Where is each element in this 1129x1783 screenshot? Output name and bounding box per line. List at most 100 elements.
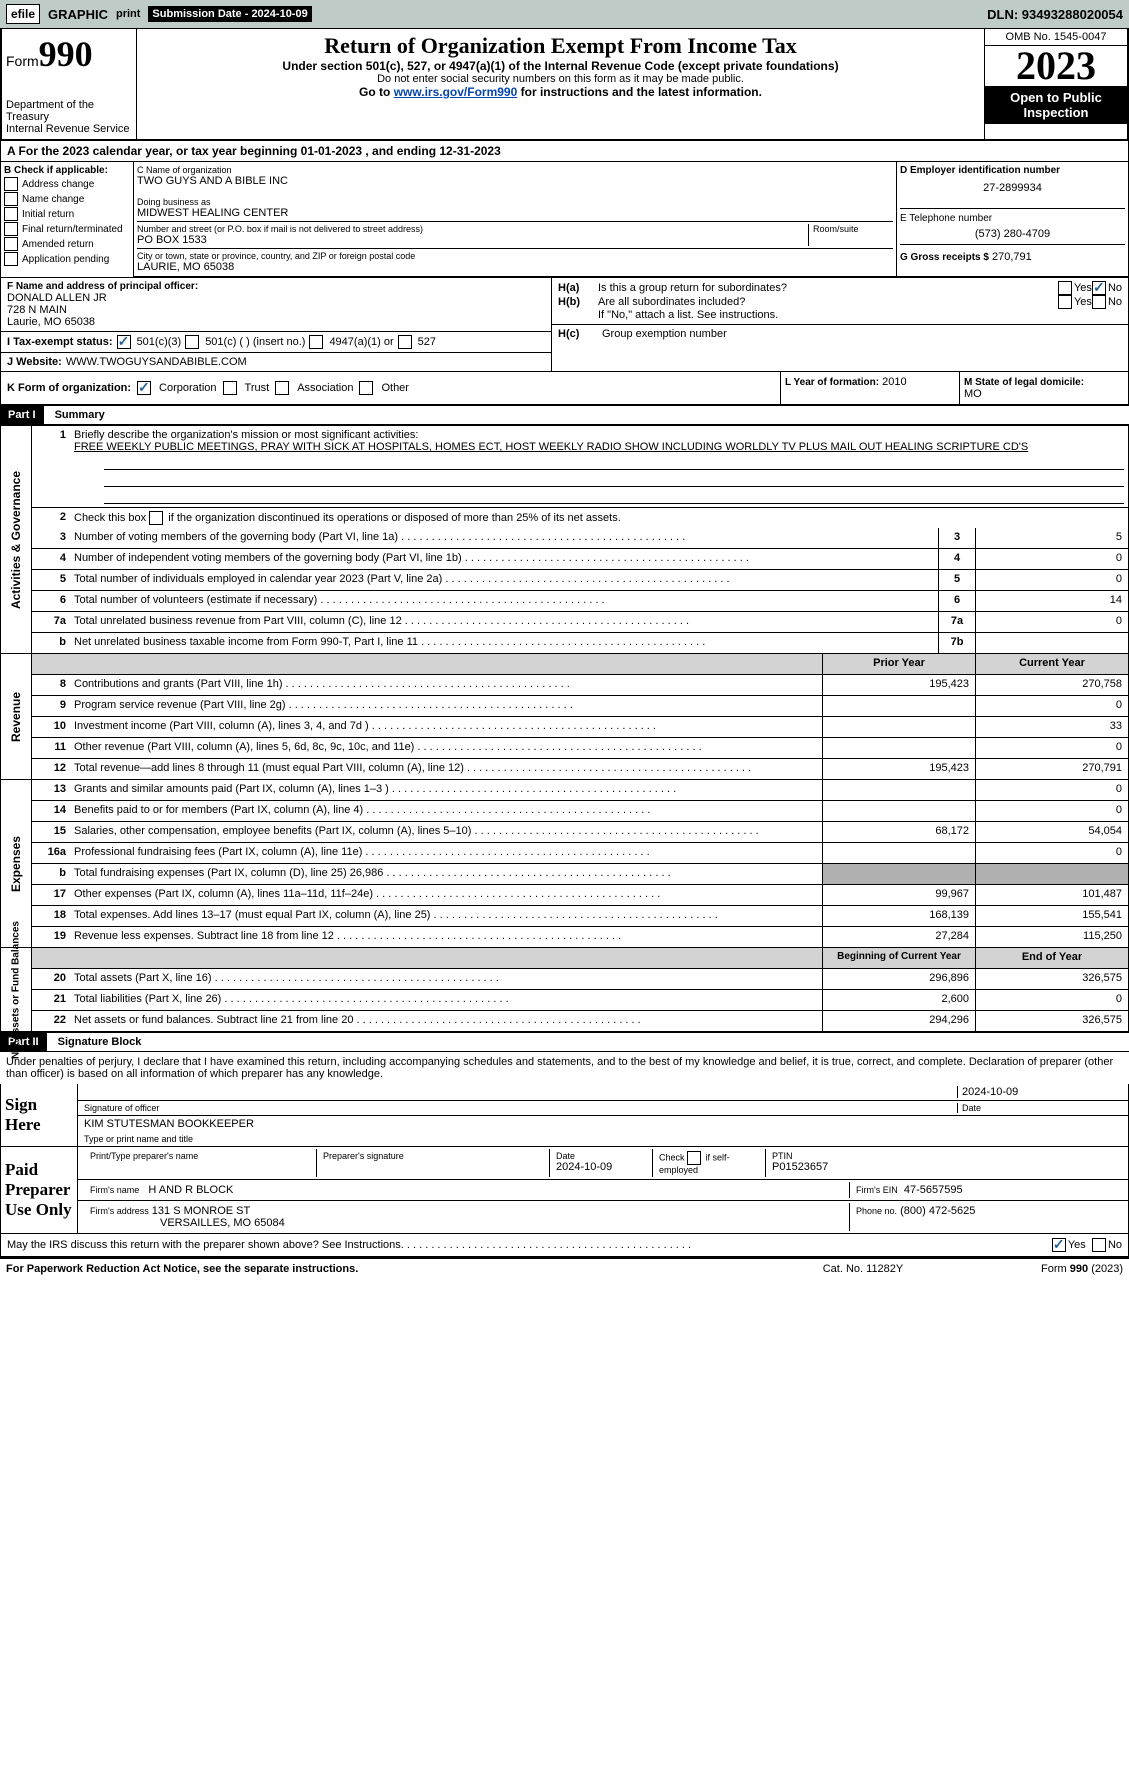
prior-year-header: Prior Year [822,654,975,674]
cb-discuss-yes[interactable] [1052,1238,1066,1252]
cb-other[interactable] [359,381,373,395]
bcy-header: Beginning of Current Year [822,948,975,968]
summary-line-text: Net unrelated business taxable income fr… [70,633,938,653]
current-year-value: 0 [975,801,1128,821]
cb-applicable[interactable] [4,207,18,221]
goto-link[interactable]: www.irs.gov/Form990 [394,85,518,99]
sig-date-label: Date [957,1103,1122,1113]
gross-label: G Gross receipts $ [900,252,989,263]
cb-corp[interactable] [137,381,151,395]
firm-addr-label: Firm's address [90,1206,149,1216]
org-name-label: C Name of organization [137,165,893,175]
prior-year-value: 27,284 [822,927,975,947]
part-ii-title: Signature Block [50,1036,142,1048]
firm-phone: (800) 472-5625 [900,1205,975,1217]
graphic-label: GRAPHIC [48,7,108,22]
officer-addr2: Laurie, MO 65038 [7,316,545,328]
eoy-header: End of Year [975,948,1128,968]
website-label: J Website: [7,356,62,368]
ptin-value: P01523657 [772,1161,1116,1173]
phone-label: E Telephone number [900,213,1125,224]
summary-line-text: Professional fundraising fees (Part IX, … [70,843,822,863]
year-form-value: 2010 [882,376,906,388]
summary-revenue: Revenue Prior YearCurrent Year 8Contribu… [0,654,1129,780]
line-num-box: 7b [938,633,975,653]
ptin-label: PTIN [772,1151,1116,1161]
room-label: Room/suite [813,224,893,234]
q2-text: Check this box [74,512,149,524]
state-label: M State of legal domicile: [964,377,1084,388]
q1-label: Briefly describe the organization's miss… [74,429,418,441]
paid-prep-label: Paid Preparer Use Only [1,1147,78,1233]
line-num-box: 3 [938,528,975,548]
hc-text: Group exemption number [602,328,727,340]
firm-ein-label: Firm's EIN [856,1185,898,1195]
summary-line-text: Total fundraising expenses (Part IX, col… [70,864,822,884]
prep-date-label: Date [556,1151,646,1161]
cb-ha-yes[interactable] [1058,281,1072,295]
ha-label: H(a) [558,282,598,294]
signature-block: Sign Here 2024-10-09 Signature of office… [0,1084,1129,1234]
cb-hb-no[interactable] [1092,295,1106,309]
cb-527[interactable] [398,335,412,349]
prior-year-value [822,738,975,758]
line-num-box: 5 [938,570,975,590]
officer-addr1: 728 N MAIN [7,304,545,316]
cb-applicable[interactable] [4,222,18,236]
cb-hb-yes[interactable] [1058,295,1072,309]
tax-status-label: I Tax-exempt status: [7,336,113,348]
cb-501c[interactable] [185,335,199,349]
eoy-value: 0 [975,990,1128,1010]
firm-name-label: Firm's name [90,1185,139,1195]
cb-501c3[interactable] [117,335,131,349]
cb-self-employed[interactable] [687,1151,701,1165]
cb-ha-no[interactable] [1092,281,1106,295]
prior-year-value: 195,423 [822,675,975,695]
cb-applicable[interactable] [4,252,18,266]
street-address: PO BOX 1533 [137,234,804,246]
goto-post: for instructions and the latest informat… [517,85,762,99]
cb-assoc[interactable] [275,381,289,395]
phone-value: (573) 280-4709 [900,228,1125,240]
cb-discuss-no[interactable] [1092,1238,1106,1252]
form-title: Return of Organization Exempt From Incom… [141,33,980,59]
submission-date: Submission Date - 2024-10-09 [148,6,311,22]
summary-line-text: Other revenue (Part VIII, column (A), li… [70,738,822,758]
line-value [975,633,1128,653]
print-link[interactable]: print [116,8,140,20]
summary-line-text: Total unrelated business revenue from Pa… [70,612,938,632]
prior-year-value: 99,967 [822,885,975,905]
summary-line-text: Total assets (Part X, line 16) [70,969,822,989]
cb-discontinued[interactable] [149,511,163,525]
vtab-netassets: Net Assets or Fund Balances [11,920,22,1058]
summary-line-text: Total number of individuals employed in … [70,570,938,590]
current-year-value: 33 [975,717,1128,737]
gross-value: 270,791 [992,251,1032,263]
prep-name-label: Print/Type preparer's name [84,1149,317,1177]
current-year-value: 0 [975,696,1128,716]
cb-applicable[interactable] [4,192,18,206]
cb-4947[interactable] [309,335,323,349]
line-value: 0 [975,612,1128,632]
vtab-expenses: Expenses [9,835,23,891]
summary-line-text: Grants and similar amounts paid (Part IX… [70,780,822,800]
current-year-value: 155,541 [975,906,1128,926]
hb-label: H(b) [558,296,598,308]
current-year-value: 0 [975,780,1128,800]
ein-value: 27-2899934 [900,182,1125,194]
summary-line-text: Net assets or fund balances. Subtract li… [70,1011,822,1031]
footer-left: For Paperwork Reduction Act Notice, see … [6,1263,763,1275]
summary-line-text: Program service revenue (Part VIII, line… [70,696,822,716]
summary-line-text: Investment income (Part VIII, column (A)… [70,717,822,737]
cb-trust[interactable] [223,381,237,395]
prep-sig-label: Preparer's signature [317,1149,550,1177]
line-value: 0 [975,570,1128,590]
state-value: MO [964,388,1124,400]
discuss-row: May the IRS discuss this return with the… [0,1234,1129,1257]
city-label: City or town, state or province, country… [137,251,893,261]
prior-year-value [822,843,975,863]
cb-applicable[interactable] [4,177,18,191]
dln-number: DLN: 93493288020054 [987,7,1123,22]
cb-applicable[interactable] [4,237,18,251]
summary-line-text: Benefits paid to or for members (Part IX… [70,801,822,821]
